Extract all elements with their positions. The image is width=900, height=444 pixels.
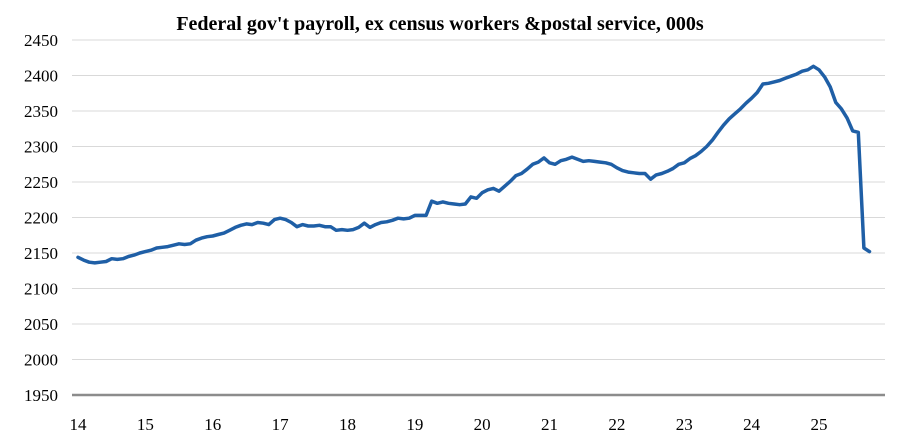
x-tick-label: 24: [743, 415, 761, 434]
x-axis-ticks: 14 15 16 17 18 19 20 21 22 23 24 25: [70, 415, 828, 434]
x-tick-label: 19: [406, 415, 423, 434]
series-layer: [76, 64, 872, 265]
x-tick-label: 20: [474, 415, 491, 434]
y-axis-ticks: 1950 2000 2050 2100 2150 2200 2250 2300 2350 2400…: [24, 31, 58, 405]
x-tick-label: 22: [608, 415, 625, 434]
y-tick-label: 2400: [24, 67, 58, 86]
series-line: [76, 64, 872, 265]
y-tick-label: 2050: [24, 315, 58, 334]
y-tick-label: 2250: [24, 173, 58, 192]
y-tick-label: 2000: [24, 351, 58, 370]
y-tick-label: 2150: [24, 244, 58, 263]
x-tick-label: 14: [70, 415, 88, 434]
y-tick-label: 2200: [24, 209, 58, 228]
x-tick-label: 21: [541, 415, 558, 434]
chart-title: Federal gov't payroll, ex census workers…: [176, 13, 704, 35]
y-tick-label: 2450: [24, 31, 58, 50]
x-tick-label: 15: [137, 415, 154, 434]
y-tick-label: 1950: [24, 386, 58, 405]
x-tick-label: 23: [676, 415, 693, 434]
gridlines: [72, 39, 885, 360]
x-tick-label: 25: [811, 415, 828, 434]
y-tick-label: 2350: [24, 102, 58, 121]
x-tick-label: 17: [272, 415, 290, 434]
y-tick-label: 2100: [24, 280, 58, 299]
y-tick-label: 2300: [24, 138, 58, 157]
x-tick-label: 16: [204, 415, 221, 434]
x-tick-label: 18: [339, 415, 356, 434]
